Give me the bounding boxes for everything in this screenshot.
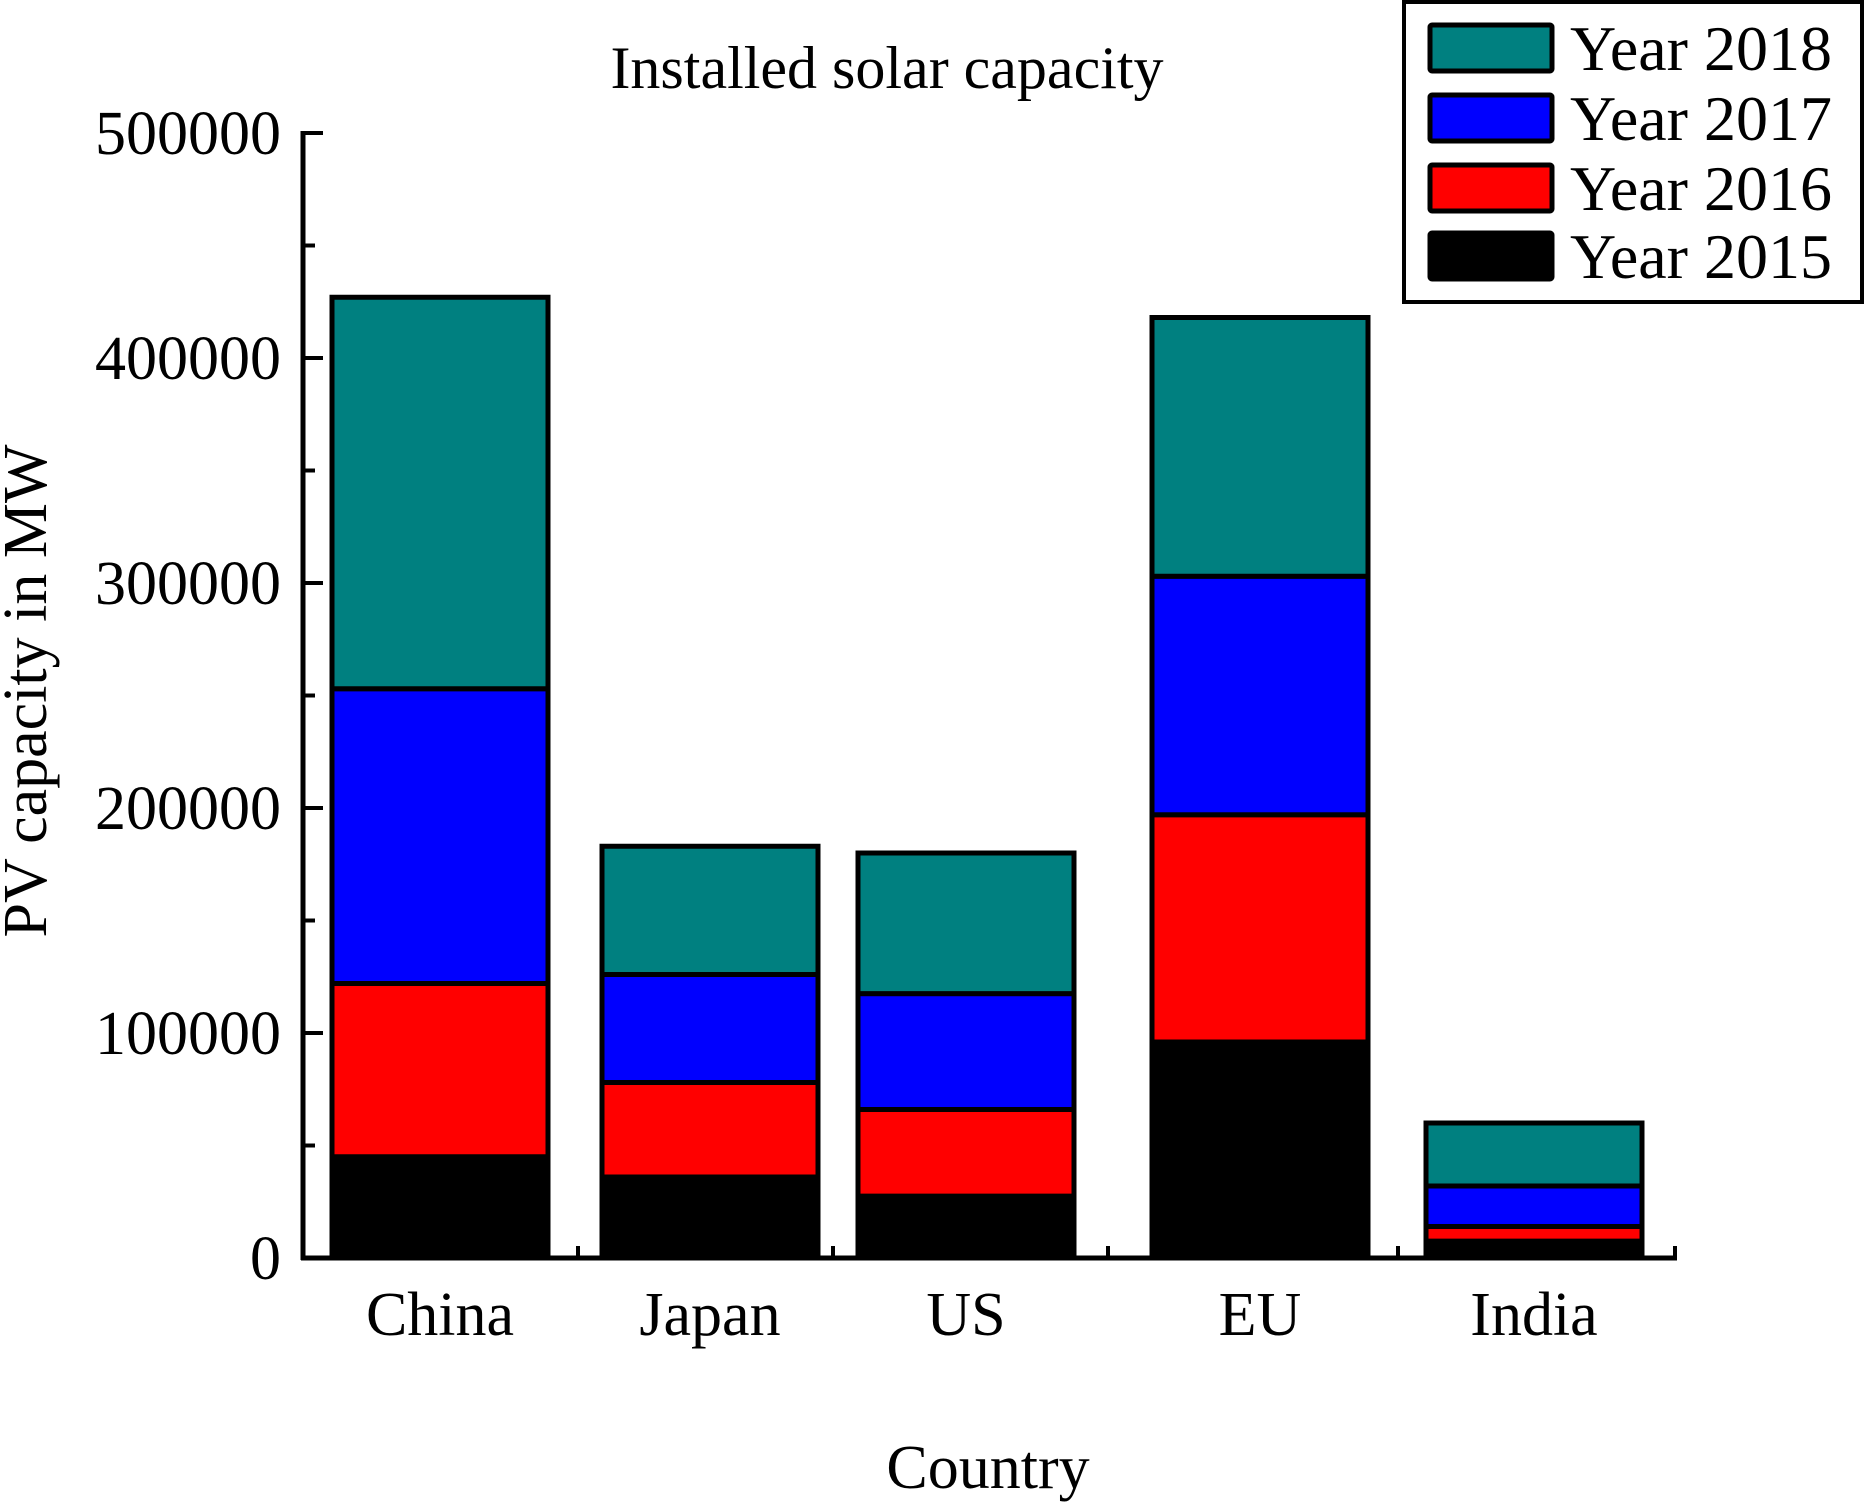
x-axis-label: Country [886,1434,1089,1502]
y-tick-label: 500000 [95,100,281,168]
bar-segment-china-year-2017 [329,686,551,986]
y-ticks-group: 0 100000 200000 300000 400000 500000 [95,100,323,1293]
y-tick-label: 100000 [95,1000,281,1068]
bar-segment-us-year-2017 [855,991,1077,1112]
bar-segment-eu-year-2015 [1149,1039,1371,1261]
bar-segment-china-year-2015 [329,1154,551,1261]
bar-segment-us-year-2018 [855,850,1077,997]
legend-item-year-2015: Year 2015 [1427,221,1832,292]
legend-item-year-2017: Year 2017 [1427,83,1832,154]
bar-segment-japan-year-2018 [599,843,821,977]
x-tick-label-china: China [366,1281,514,1349]
y-tick-label: 400000 [95,325,281,393]
y-tick-label: 200000 [95,775,281,843]
legend-swatch [1427,92,1555,144]
x-tick-labels-group: China Japan US EU India [366,1281,1598,1349]
bar-segment-eu-year-2017 [1149,573,1371,818]
legend-item-year-2018: Year 2018 [1427,13,1832,84]
legend-label: Year 2015 [1570,221,1832,292]
x-tick-label-us: US [926,1281,1005,1349]
chart-title: Installed solar capacity [610,35,1163,101]
legend-label: Year 2017 [1570,83,1832,154]
legend-swatch [1427,162,1555,214]
x-tick-label-eu: EU [1219,1281,1302,1349]
y-tick-label: 300000 [95,550,281,618]
legend-label: Year 2018 [1570,13,1832,84]
bar-segment-india-year-2017 [1423,1183,1645,1229]
legend-label: Year 2016 [1570,153,1832,224]
legend-swatch [1427,22,1555,74]
x-tick-label-india: India [1470,1281,1597,1349]
bar-segment-china-year-2016 [329,981,551,1160]
bar-segment-india-year-2015 [1423,1238,1645,1261]
x-tick-label-japan: Japan [639,1281,780,1349]
bar-segment-japan-year-2017 [599,972,821,1085]
bar-segment-us-year-2016 [855,1107,1077,1199]
bar-segment-japan-year-2015 [599,1174,821,1261]
bar-segment-eu-year-2016 [1149,812,1371,1045]
bar-segment-us-year-2015 [855,1193,1077,1261]
y-axis-label: PV capacity in MW [0,444,60,938]
bar-segment-india-year-2018 [1423,1120,1645,1189]
legend-swatch [1427,230,1555,282]
bars-group [329,294,1645,1261]
bar-segment-eu-year-2018 [1149,315,1371,579]
legend-item-year-2016: Year 2016 [1427,153,1832,224]
y-tick-label: 0 [250,1225,281,1293]
bar-segment-japan-year-2016 [599,1080,821,1180]
bar-segment-china-year-2018 [329,294,551,692]
